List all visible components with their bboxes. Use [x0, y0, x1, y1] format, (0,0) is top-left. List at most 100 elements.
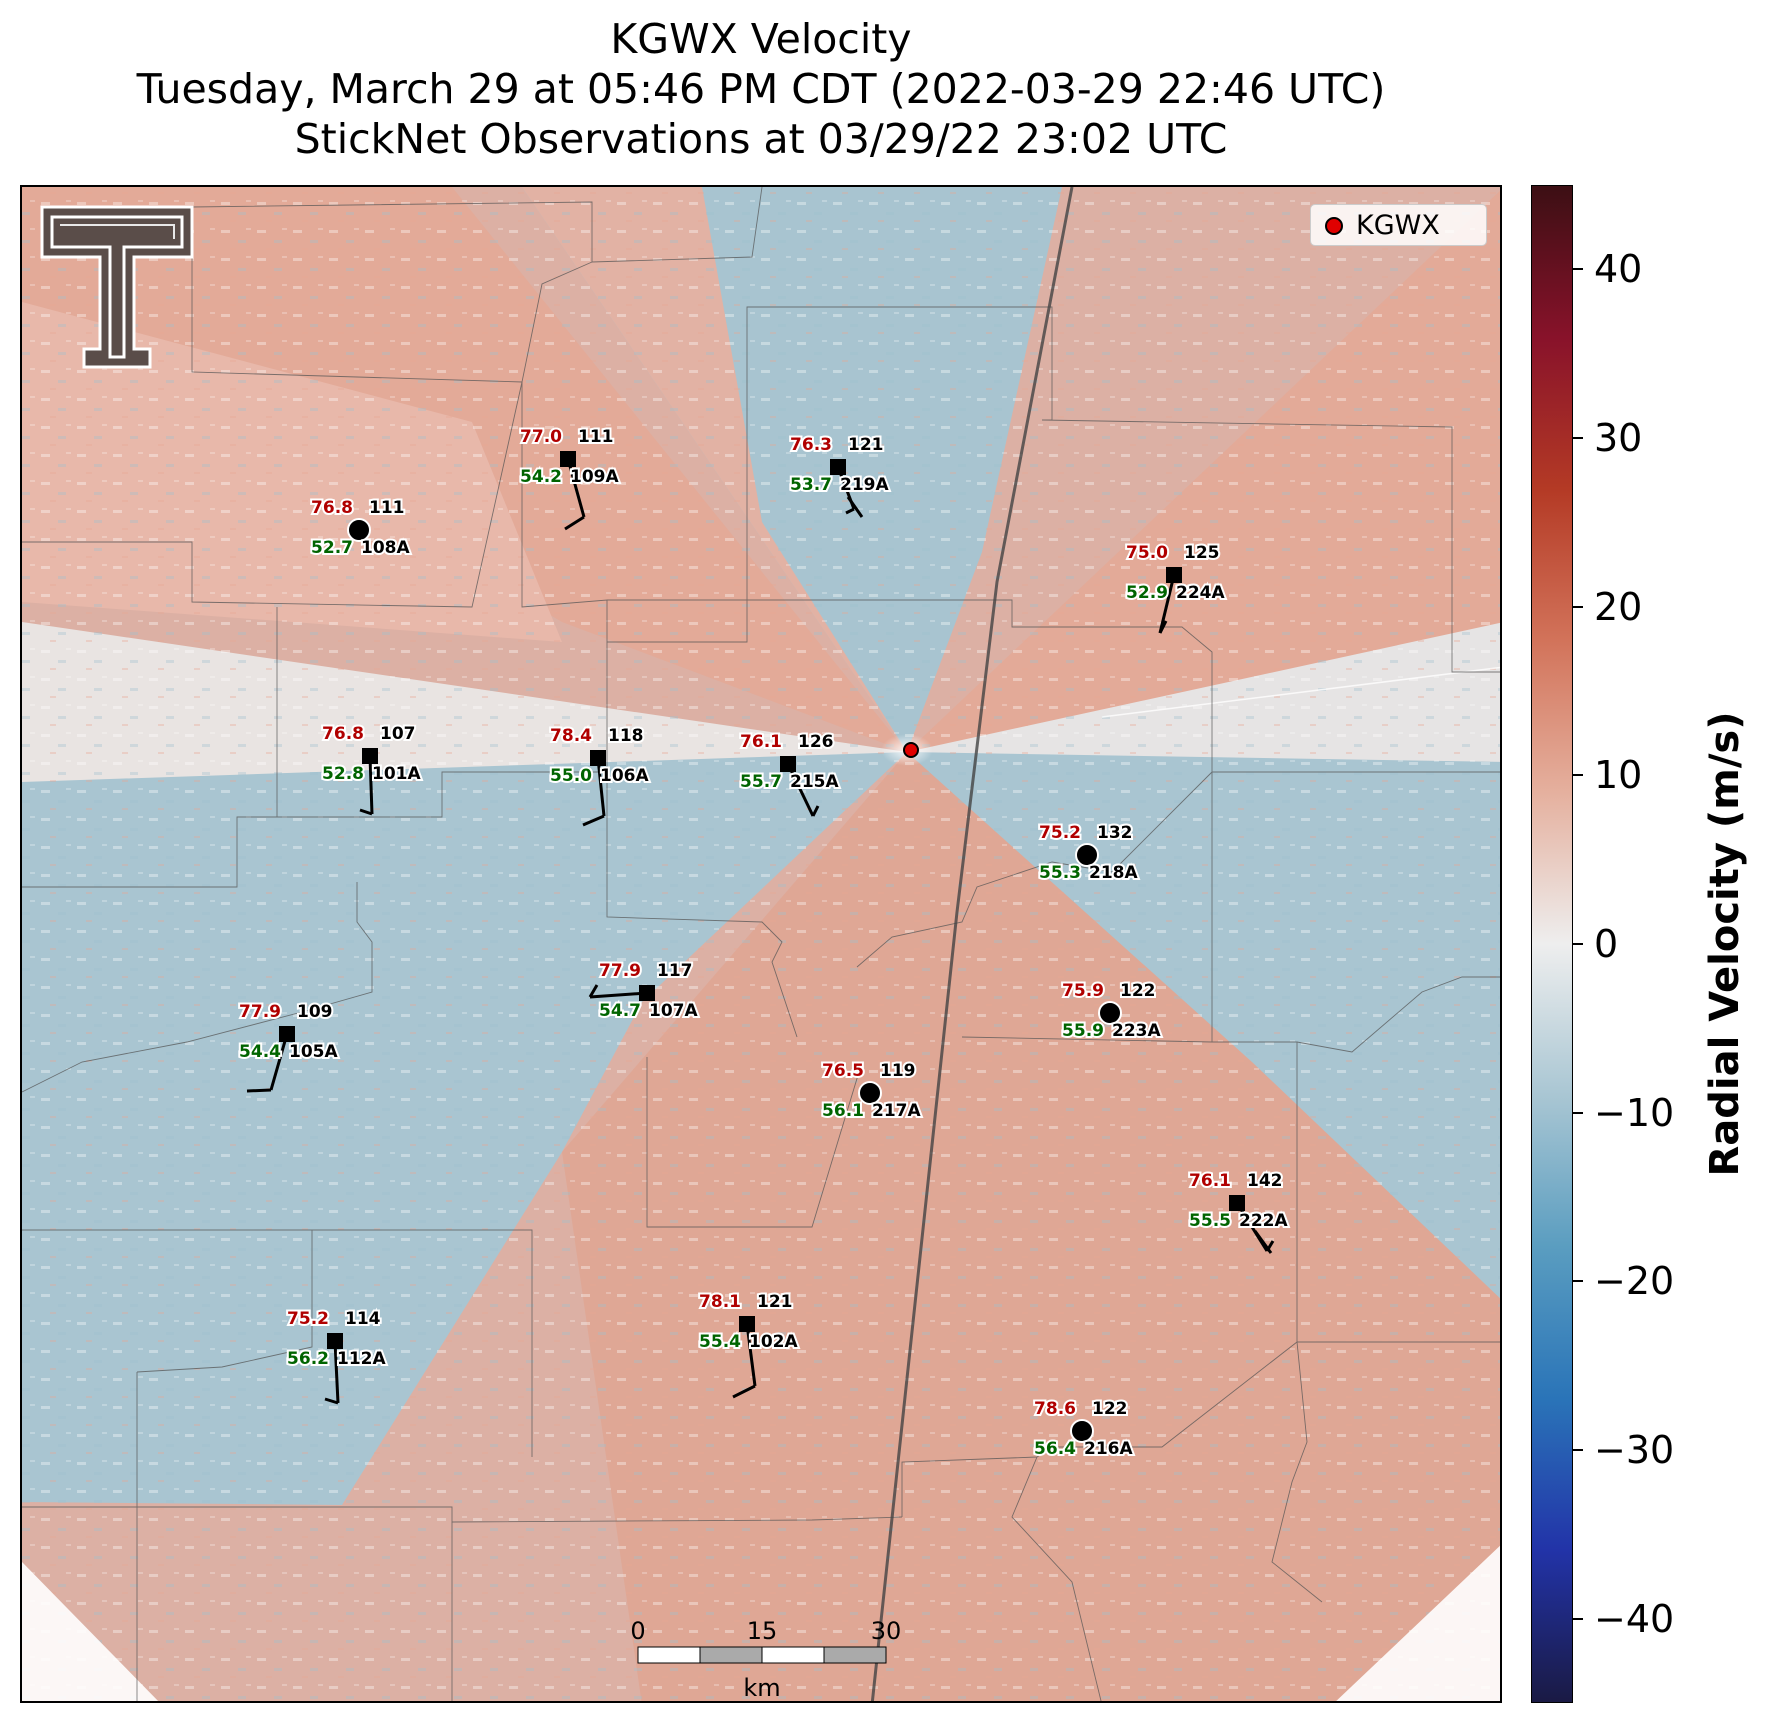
- station-id: 216A: [1084, 1439, 1133, 1459]
- scale-segment: [637, 1646, 701, 1664]
- wind-barb: [324, 1397, 339, 1405]
- radar-site-legend-marker: [1325, 217, 1343, 235]
- station-id: 106A: [600, 766, 649, 786]
- station-224A[interactable]: 75.0 125 52.9 224A: [1124, 541, 1227, 634]
- wind-barb: [269, 1033, 289, 1091]
- station-id: 223A: [1112, 1021, 1161, 1041]
- station-value: 132: [1097, 823, 1133, 843]
- colorbar-tick: [1573, 437, 1583, 439]
- station-105A[interactable]: 77.9 109 54.4 105A: [237, 1000, 340, 1093]
- colorbar-tick-label: 20: [1594, 584, 1643, 629]
- title-line-1: KGWX Velocity: [610, 15, 912, 63]
- station-marker-square: [739, 1316, 755, 1332]
- radar-velocity-layer: 0 15 30 km 76.8 111 52.7 108A 77.0 111 54.2 109…: [22, 187, 1500, 1702]
- station-217A[interactable]: 76.5 119 56.1 217A: [820, 1059, 923, 1123]
- station-value: 121: [757, 1292, 793, 1312]
- wind-barb: [745, 1323, 757, 1387]
- station-218A[interactable]: 75.2 132 55.3 218A: [1037, 821, 1140, 885]
- station-215A[interactable]: 76.1 126 55.7 215A: [738, 730, 841, 817]
- wind-barb: [566, 458, 586, 518]
- station-dewpoint: 53.7: [790, 475, 832, 495]
- state-boundary: [870, 187, 1074, 1701]
- colorbar-tick-label: −20: [1594, 1259, 1675, 1304]
- no-data-region: [1336, 1545, 1500, 1701]
- station-marker-square: [327, 1333, 343, 1349]
- county-boundaries: [22, 187, 1500, 1701]
- wind-barb: [846, 496, 864, 518]
- station-223A[interactable]: 75.9 122 55.9 223A: [1060, 979, 1163, 1043]
- colorbar-tick: [1573, 774, 1583, 777]
- station-107A[interactable]: 77.9 117 54.7 107A: [588, 959, 700, 1023]
- scale-tick-label: 30: [871, 1617, 902, 1645]
- wind-barb: [811, 805, 820, 817]
- scale-segment: [699, 1646, 763, 1664]
- station-marker-circle: [1075, 843, 1099, 867]
- station-109A[interactable]: 77.0 111 54.2 109A: [518, 425, 621, 531]
- station-temperature: 78.1: [699, 1292, 741, 1312]
- station-108A[interactable]: 76.8 111 52.7 108A: [309, 496, 412, 560]
- station-216A[interactable]: 78.6 122 56.4 216A: [1032, 1397, 1135, 1461]
- colorbar-tick: [1573, 1617, 1583, 1620]
- station-temperature: 77.0: [520, 427, 562, 447]
- station-dewpoint: 55.0: [550, 766, 592, 786]
- station-temperature: 75.0: [1126, 543, 1168, 563]
- station-temperature: 78.4: [550, 726, 592, 746]
- station-marker-square: [639, 985, 655, 1001]
- wind-barb: [368, 755, 374, 815]
- station-dewpoint: 52.9: [1126, 583, 1168, 603]
- station-dewpoint: 55.3: [1039, 863, 1081, 883]
- station-value: 119: [880, 1061, 916, 1081]
- wind-barb: [732, 1384, 756, 1399]
- wind-barb: [845, 507, 855, 515]
- station-id: 222A: [1239, 1211, 1288, 1231]
- station-value: 111: [369, 498, 405, 518]
- colorbar-tick-label: −40: [1594, 1596, 1675, 1641]
- station-temperature: 77.9: [239, 1002, 281, 1022]
- station-dewpoint: 52.8: [322, 764, 364, 784]
- station-222A[interactable]: 76.1 142 55.5 222A: [1187, 1169, 1290, 1254]
- colorbar-tick-label: 0: [1594, 922, 1619, 966]
- wind-barb: [333, 1340, 340, 1404]
- station-dewpoint: 54.2: [520, 467, 562, 487]
- station-marker-square: [830, 459, 846, 475]
- colorbar-tick: [1573, 268, 1583, 271]
- colorbar-tick: [1573, 1111, 1583, 1114]
- colorbar-tick: [1573, 1280, 1583, 1283]
- wind-barb: [246, 1088, 272, 1093]
- station-dewpoint: 55.9: [1062, 1021, 1104, 1041]
- radar-map[interactable]: 0 15 30 km 76.8 111 52.7 108A 77.0 111 54.2 109…: [20, 185, 1502, 1703]
- station-temperature: 76.1: [1189, 1171, 1231, 1191]
- station-value: 142: [1247, 1171, 1283, 1191]
- scale-segment: [761, 1646, 825, 1664]
- station-value: 109: [297, 1002, 333, 1022]
- station-id: 112A: [337, 1349, 386, 1369]
- station-112A[interactable]: 75.2 114 56.2 112A: [285, 1307, 388, 1405]
- scale-tick-label: 15: [747, 1617, 778, 1645]
- station-value: 122: [1120, 981, 1156, 1001]
- map-legend: KGWX: [1310, 204, 1487, 246]
- station-dewpoint: 56.4: [1034, 1439, 1076, 1459]
- station-dewpoint: 55.4: [699, 1332, 741, 1352]
- station-temperature: 77.9: [599, 961, 641, 981]
- station-marker-circle: [1070, 1419, 1094, 1443]
- station-value: 125: [1184, 543, 1220, 563]
- station-id: 215A: [790, 772, 839, 792]
- colorbar-tick-label: 40: [1594, 247, 1643, 292]
- station-dewpoint: 55.7: [740, 772, 782, 792]
- wind-barb: [588, 984, 599, 998]
- station-dewpoint: 55.5: [1189, 1211, 1231, 1231]
- station-101A[interactable]: 76.8 107 52.8 101A: [320, 722, 423, 816]
- station-marker-square: [560, 451, 576, 467]
- scale-unit-label: km: [743, 1674, 780, 1702]
- scale-segment: [823, 1646, 887, 1664]
- station-102A[interactable]: 78.1 121 55.4 102A: [697, 1290, 800, 1399]
- station-dewpoint: 54.4: [239, 1042, 281, 1062]
- radar-site-marker: [903, 742, 919, 758]
- no-data-region: [22, 1562, 159, 1701]
- colorbar-tick: [1573, 943, 1583, 945]
- station-value: 114: [345, 1309, 381, 1329]
- station-id: 102A: [749, 1332, 798, 1352]
- station-106A[interactable]: 78.4 118 55.0 106A: [548, 724, 651, 827]
- station-219A[interactable]: 76.3 121 53.7 219A: [788, 433, 891, 518]
- colorbar-tick: [1573, 1449, 1583, 1451]
